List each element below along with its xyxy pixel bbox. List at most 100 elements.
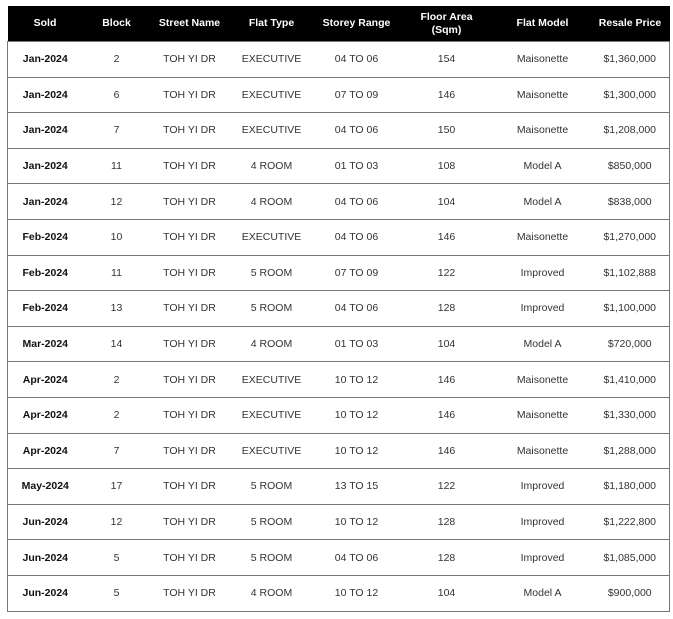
cell-resale-price: $1,360,000: [590, 41, 670, 78]
cell-block: 7: [82, 432, 151, 469]
cell-storey-range: 10 TO 12: [314, 361, 399, 398]
table-row: Feb-2024 11 TOH YI DR 5 ROOM 07 TO 09 122 Impr…: [7, 254, 670, 291]
table-row: Feb-2024 10 TOH YI DR EXECUTIVE 04 TO 06 146 M…: [7, 218, 670, 256]
cell-sold: May-2024: [7, 468, 83, 505]
cell-street-name: TOH YI DR: [150, 218, 229, 256]
cell-sold: Feb-2024: [7, 218, 83, 256]
cell-resale-price: $1,300,000: [590, 76, 670, 113]
cell-flat-model: Improved: [494, 539, 591, 576]
cell-flat-model: Maisonette: [494, 218, 591, 256]
cell-block: 2: [82, 41, 151, 78]
cell-flat-type: EXECUTIVE: [228, 218, 315, 256]
cell-flat-type: EXECUTIVE: [228, 112, 315, 149]
cell-floor-area: 150: [398, 112, 495, 149]
cell-block: 7: [82, 112, 151, 149]
cell-sold: Jan-2024: [7, 41, 83, 78]
cell-resale-price: $1,222,800: [590, 503, 670, 540]
cell-storey-range: 04 TO 06: [314, 290, 399, 327]
cell-street-name: TOH YI DR: [150, 539, 229, 576]
cell-street-name: TOH YI DR: [150, 574, 229, 612]
cell-storey-range: 07 TO 09: [314, 76, 399, 113]
cell-flat-model: Maisonette: [494, 76, 591, 113]
cell-sold: Feb-2024: [7, 254, 83, 291]
cell-resale-price: $1,085,000: [590, 539, 670, 576]
cell-resale-price: $1,100,000: [590, 290, 670, 327]
cell-street-name: TOH YI DR: [150, 503, 229, 540]
column-header-flat-model: Flat Model: [494, 6, 591, 42]
cell-sold: Jan-2024: [7, 147, 83, 184]
cell-storey-range: 04 TO 06: [314, 218, 399, 256]
column-header-street-name: Street Name: [150, 6, 229, 42]
cell-flat-model: Maisonette: [494, 432, 591, 469]
cell-storey-range: 04 TO 06: [314, 112, 399, 149]
column-header-storey-range: Storey Range: [314, 6, 399, 42]
cell-street-name: TOH YI DR: [150, 112, 229, 149]
cell-flat-type: 5 ROOM: [228, 468, 315, 505]
cell-floor-area: 146: [398, 218, 495, 256]
cell-flat-model: Model A: [494, 147, 591, 184]
table-row: Jan-2024 2 TOH YI DR EXECUTIVE 04 TO 06 154 Ma…: [7, 41, 670, 78]
cell-resale-price: $1,330,000: [590, 396, 670, 434]
table-row: Apr-2024 2 TOH YI DR EXECUTIVE 10 TO 12 146 Ma…: [7, 396, 670, 434]
cell-block: 5: [82, 574, 151, 612]
cell-street-name: TOH YI DR: [150, 183, 229, 220]
cell-floor-area: 146: [398, 396, 495, 434]
cell-resale-price: $850,000: [590, 147, 670, 184]
cell-sold: Apr-2024: [7, 396, 83, 434]
cell-block: 12: [82, 503, 151, 540]
column-header-sold: Sold: [7, 6, 83, 42]
header-row: Sold Block Street Name Flat Type Storey Rang…: [7, 6, 670, 42]
cell-flat-type: 4 ROOM: [228, 147, 315, 184]
cell-flat-model: Improved: [494, 254, 591, 291]
cell-flat-type: 4 ROOM: [228, 325, 315, 362]
cell-flat-model: Maisonette: [494, 41, 591, 78]
cell-sold: Jan-2024: [7, 76, 83, 113]
cell-floor-area: 122: [398, 468, 495, 505]
cell-flat-type: 5 ROOM: [228, 539, 315, 576]
table-row: Jan-2024 11 TOH YI DR 4 ROOM 01 TO 03 108 Mode…: [7, 147, 670, 184]
cell-flat-type: EXECUTIVE: [228, 361, 315, 398]
cell-block: 6: [82, 76, 151, 113]
column-header-block: Block: [82, 6, 151, 42]
cell-resale-price: $1,180,000: [590, 468, 670, 505]
cell-street-name: TOH YI DR: [150, 254, 229, 291]
cell-storey-range: 01 TO 03: [314, 325, 399, 362]
cell-resale-price: $900,000: [590, 574, 670, 612]
cell-floor-area: 146: [398, 76, 495, 113]
cell-flat-type: 5 ROOM: [228, 254, 315, 291]
cell-floor-area: 104: [398, 183, 495, 220]
table-row: Apr-2024 2 TOH YI DR EXECUTIVE 10 TO 12 146 Ma…: [7, 361, 670, 398]
cell-street-name: TOH YI DR: [150, 290, 229, 327]
cell-floor-area: 104: [398, 325, 495, 362]
cell-street-name: TOH YI DR: [150, 361, 229, 398]
cell-storey-range: 13 TO 15: [314, 468, 399, 505]
cell-flat-type: EXECUTIVE: [228, 41, 315, 78]
cell-flat-model: Model A: [494, 183, 591, 220]
cell-storey-range: 04 TO 06: [314, 41, 399, 78]
table-row: Jan-2024 12 TOH YI DR 4 ROOM 04 TO 06 104 Mode…: [7, 183, 670, 220]
cell-floor-area: 108: [398, 147, 495, 184]
cell-block: 14: [82, 325, 151, 362]
table-row: Jun-2024 5 TOH YI DR 5 ROOM 04 TO 06 128 Impro…: [7, 539, 670, 576]
cell-block: 11: [82, 147, 151, 184]
cell-storey-range: 07 TO 09: [314, 254, 399, 291]
cell-street-name: TOH YI DR: [150, 147, 229, 184]
cell-flat-model: Improved: [494, 290, 591, 327]
cell-sold: Mar-2024: [7, 325, 83, 362]
cell-sold: Jun-2024: [7, 539, 83, 576]
cell-flat-type: EXECUTIVE: [228, 76, 315, 113]
cell-floor-area: 146: [398, 432, 495, 469]
cell-flat-type: 4 ROOM: [228, 574, 315, 612]
cell-block: 5: [82, 539, 151, 576]
cell-flat-model: Improved: [494, 468, 591, 505]
cell-flat-type: 5 ROOM: [228, 503, 315, 540]
cell-floor-area: 128: [398, 290, 495, 327]
cell-storey-range: 04 TO 06: [314, 183, 399, 220]
cell-street-name: TOH YI DR: [150, 325, 229, 362]
cell-sold: Jun-2024: [7, 503, 83, 540]
cell-sold: Apr-2024: [7, 432, 83, 469]
cell-resale-price: $1,208,000: [590, 112, 670, 149]
cell-block: 2: [82, 396, 151, 434]
cell-storey-range: 10 TO 12: [314, 396, 399, 434]
cell-block: 2: [82, 361, 151, 398]
